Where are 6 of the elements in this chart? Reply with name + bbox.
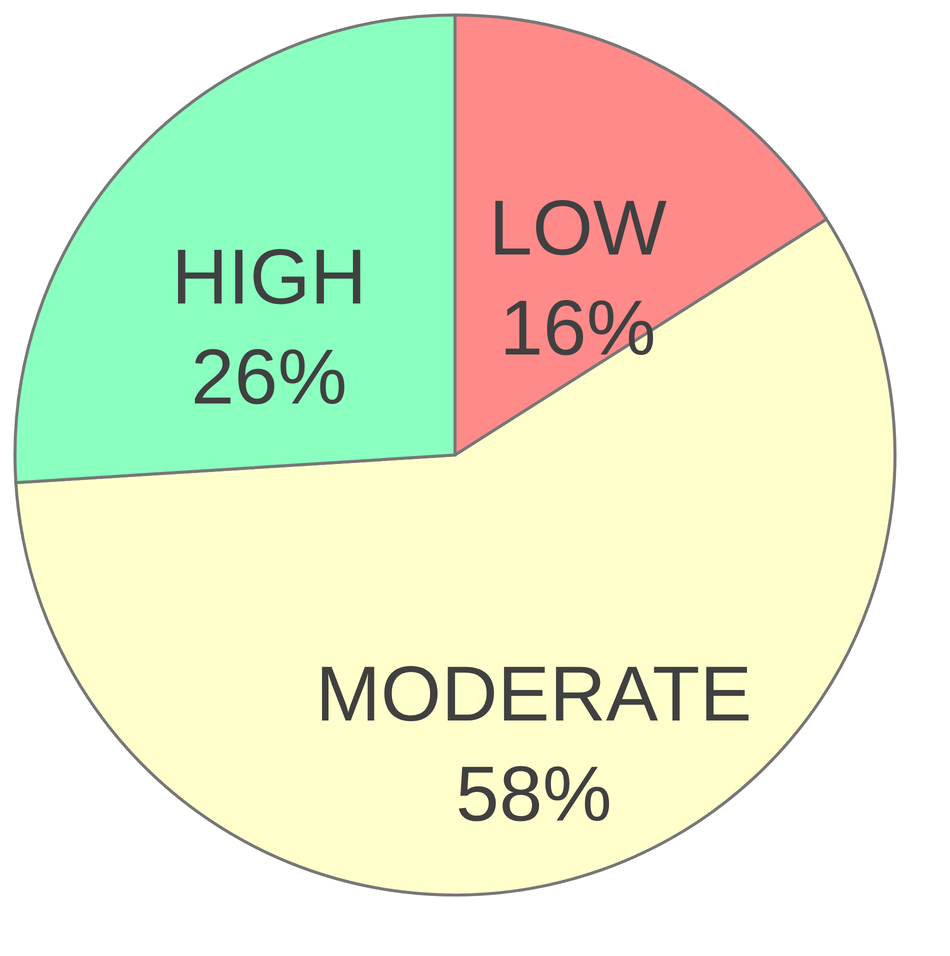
data-label: 16% [500, 284, 656, 372]
data-label: 26% [191, 332, 348, 420]
data-label: 58% [456, 750, 612, 838]
slice-label: LOW [489, 184, 668, 272]
slice-label: MODERATE [316, 650, 752, 738]
slice-label: HIGH [172, 232, 367, 320]
